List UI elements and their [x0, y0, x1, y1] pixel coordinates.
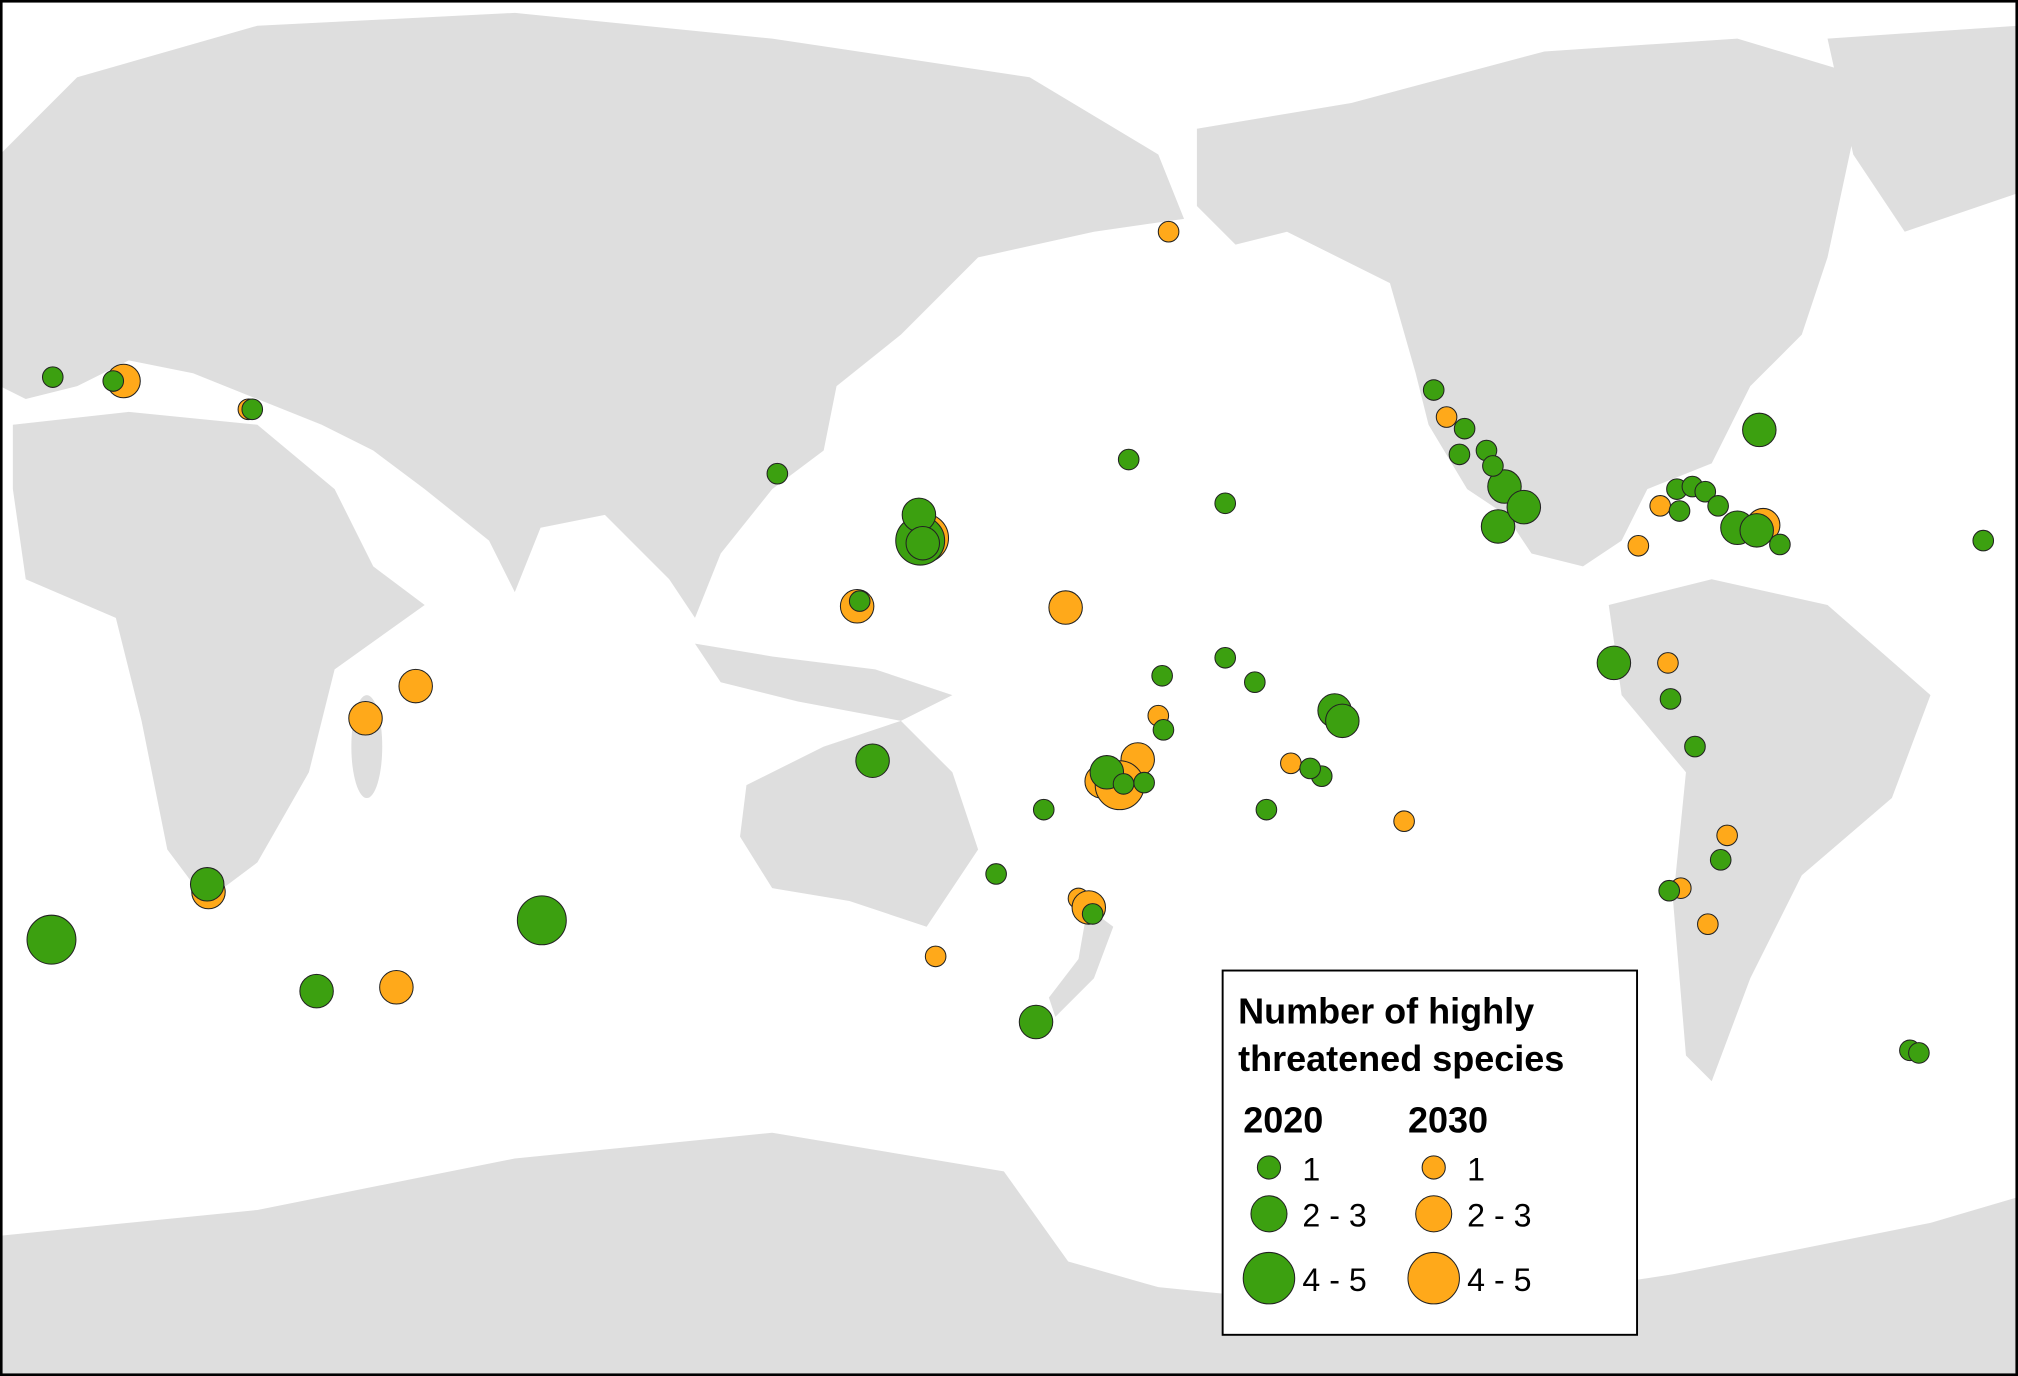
- site-dot: [1480, 509, 1516, 544]
- site-dot: [41, 366, 64, 388]
- site-dot: [1453, 417, 1476, 440]
- site-dot: [1448, 443, 1471, 466]
- site-dot: [1214, 492, 1237, 515]
- site-dot: [1697, 913, 1719, 936]
- legend-symbol: [1407, 1251, 1460, 1305]
- site-dot: [1325, 703, 1360, 739]
- site-dot: [1596, 645, 1632, 681]
- australia: [740, 720, 979, 927]
- site-dot: [1393, 810, 1415, 833]
- land: [0, 12, 2018, 1376]
- site-dot: [1280, 752, 1302, 775]
- legend-label: 4 - 5: [1467, 1262, 1531, 1298]
- legend-year: 2030: [1408, 1100, 1488, 1141]
- site-dot: [516, 895, 567, 946]
- legend-label: 2 - 3: [1302, 1198, 1366, 1234]
- site-dot: [1152, 719, 1175, 741]
- legend-title: Number of highly: [1238, 990, 1534, 1031]
- south-america: [1608, 579, 1931, 1082]
- legend-label: 1: [1467, 1151, 1485, 1187]
- site-dot: [189, 867, 225, 902]
- site-dot: [905, 525, 941, 561]
- site-dot: [1707, 495, 1729, 517]
- site-dot: [102, 370, 125, 392]
- legend-label: 1: [1302, 1151, 1320, 1187]
- site-dot: [1709, 849, 1732, 871]
- site-dot: [1659, 688, 1682, 710]
- site-dot: [1482, 455, 1504, 477]
- africa: [12, 411, 425, 902]
- site-dot: [241, 398, 264, 421]
- legend-symbol: [1242, 1251, 1296, 1305]
- greenland: [1827, 25, 2018, 232]
- site-dot: [1649, 495, 1672, 517]
- legend-symbol: [1415, 1195, 1453, 1233]
- site-dot: [1694, 480, 1717, 503]
- new-zealand: [1048, 907, 1114, 1017]
- site-dot: [1769, 533, 1791, 556]
- site-dot: [1214, 646, 1237, 669]
- site-dot: [398, 668, 433, 704]
- site-dot: [1112, 773, 1135, 795]
- site-dot: [1742, 412, 1777, 448]
- site-dot: [1048, 590, 1083, 625]
- legend: Number of highly threatened species 2020…: [1221, 969, 1639, 1336]
- site-dot: [1668, 500, 1691, 522]
- site-dot: [1255, 798, 1278, 821]
- site-dot: [299, 973, 334, 1009]
- site-dot: [1972, 529, 1995, 552]
- site-dot: [855, 743, 890, 778]
- site-dot: [1422, 379, 1445, 401]
- site-dot: [924, 945, 947, 968]
- site-dot: [348, 701, 383, 736]
- site-dot: [1117, 448, 1140, 471]
- site-dot: [1299, 757, 1321, 780]
- site-dot: [766, 462, 789, 485]
- site-dot: [1244, 671, 1266, 694]
- legend-year: 2020: [1243, 1100, 1323, 1141]
- site-dot: [1151, 664, 1173, 687]
- site-dot: [1081, 903, 1104, 925]
- site-dot: [1657, 652, 1679, 674]
- site-dot: [1658, 879, 1681, 902]
- eurasia: [0, 12, 1185, 618]
- site-dot: [1435, 406, 1458, 428]
- sites: [26, 220, 1995, 1064]
- site-dot: [1739, 513, 1774, 548]
- legend-title: threatened species: [1238, 1038, 1564, 1079]
- legend-label: 4 - 5: [1302, 1262, 1366, 1298]
- site-dot: [848, 590, 871, 612]
- site-dot: [1506, 489, 1542, 525]
- site-dot: [1908, 1042, 1930, 1064]
- north-america: [1196, 38, 1867, 567]
- site-dot: [1716, 824, 1738, 847]
- site-dot: [985, 863, 1007, 885]
- legend-symbol: [1421, 1155, 1446, 1180]
- site-dot: [1627, 534, 1650, 557]
- legend-label: 2 - 3: [1467, 1198, 1531, 1234]
- legend-symbol: [1256, 1155, 1282, 1180]
- site-dot: [1133, 771, 1155, 794]
- legend-symbol: [1250, 1195, 1288, 1233]
- indonesia: [694, 643, 953, 721]
- site-dot: [1684, 735, 1706, 758]
- site-dot: [26, 914, 77, 965]
- site-dot: [379, 970, 414, 1005]
- site-dot: [1018, 1004, 1054, 1040]
- site-dot: [1032, 798, 1055, 821]
- site-dot: [1157, 220, 1180, 243]
